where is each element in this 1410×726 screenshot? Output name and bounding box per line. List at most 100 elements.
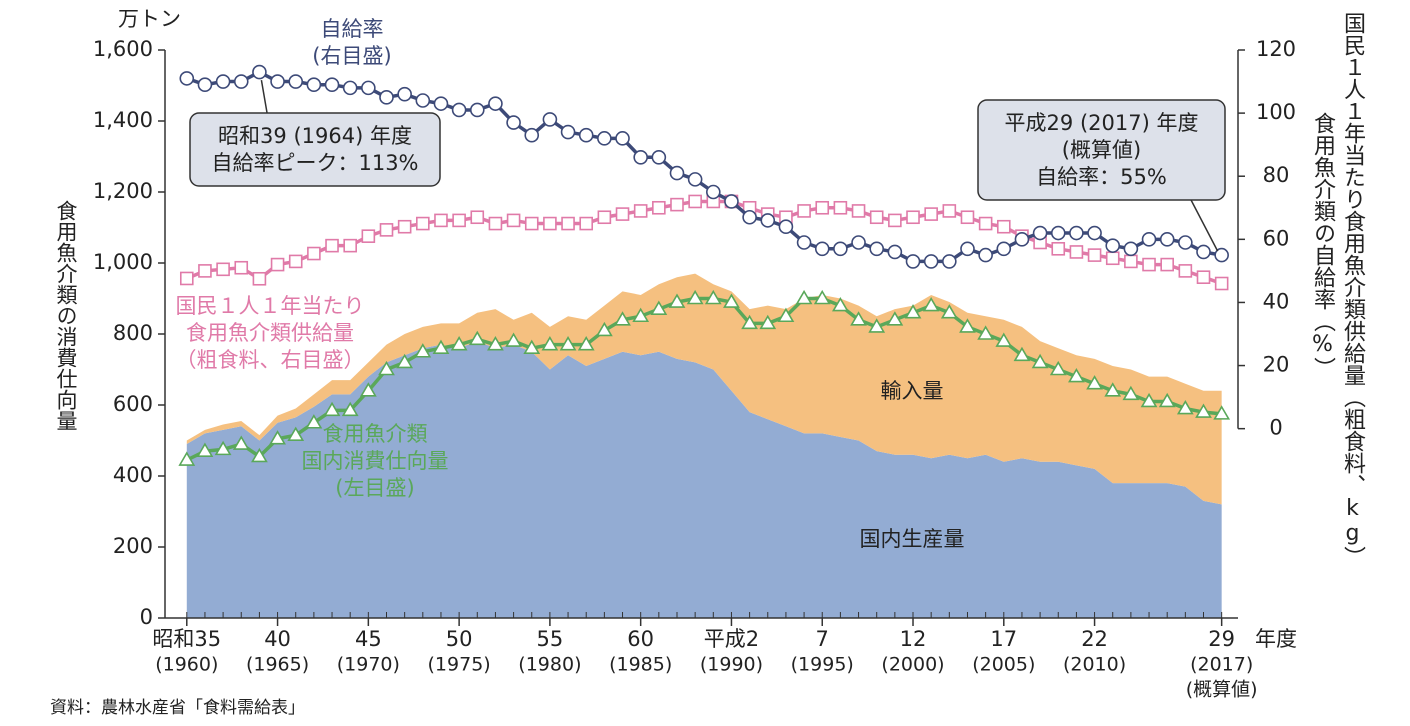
- x-tick-label: (1995): [791, 654, 854, 676]
- marker: [922, 297, 940, 312]
- marker: [960, 210, 975, 225]
- marker: [252, 64, 267, 80]
- x-tick-label: (1975): [428, 654, 491, 676]
- callout-text: 平成29 (2017) 年度: [1005, 111, 1199, 135]
- marker: [940, 304, 958, 319]
- marker: [1195, 403, 1212, 418]
- marker: [216, 262, 230, 277]
- marker: [850, 311, 867, 326]
- marker: [233, 74, 249, 89]
- y2-tick-label: 120: [1256, 37, 1296, 61]
- marker: [469, 102, 485, 118]
- marker: [361, 229, 376, 243]
- marker: [1159, 232, 1175, 247]
- marker: [232, 435, 250, 450]
- marker: [342, 80, 358, 96]
- x-tick-label: 平成2: [704, 627, 759, 651]
- marker: [270, 257, 285, 272]
- marker: [869, 241, 885, 257]
- x-tick-label: (1985): [609, 654, 672, 676]
- marker: [415, 93, 431, 108]
- marker: [1105, 251, 1120, 266]
- marker: [1214, 247, 1229, 263]
- marker: [397, 219, 412, 234]
- x-tick-label: (概算値): [1186, 679, 1258, 701]
- callout-text: 自給率：55%: [1036, 165, 1167, 189]
- marker: [1158, 392, 1176, 408]
- marker: [1086, 375, 1103, 390]
- marker: [652, 200, 666, 215]
- y-tick-label: 1,000: [93, 250, 153, 274]
- marker: [1124, 254, 1138, 269]
- marker: [506, 115, 521, 130]
- marker: [795, 289, 813, 305]
- y-tick-label: 600: [113, 392, 153, 416]
- marker: [814, 241, 830, 257]
- marker: [1213, 405, 1231, 420]
- marker: [723, 293, 740, 308]
- callout-text: 昭和39 (1964) 年度: [218, 124, 412, 148]
- marker: [270, 74, 285, 89]
- marker: [995, 332, 1013, 347]
- marker: [831, 297, 849, 312]
- marker: [1141, 232, 1157, 247]
- marker: [1178, 264, 1193, 278]
- marker: [341, 401, 359, 417]
- marker: [561, 216, 575, 231]
- marker: [543, 216, 557, 231]
- marker: [633, 149, 648, 165]
- callout-box: [977, 99, 1226, 201]
- marker: [777, 307, 795, 323]
- callout-pointer: [260, 79, 269, 116]
- marker: [178, 451, 196, 466]
- marker: [1196, 244, 1211, 260]
- marker: [524, 127, 540, 143]
- marker: [269, 430, 286, 445]
- marker: [942, 204, 957, 218]
- x-tick-label: 50: [446, 627, 473, 651]
- marker: [452, 213, 466, 228]
- marker: [868, 318, 886, 333]
- marker: [1069, 225, 1084, 241]
- marker: [669, 165, 685, 181]
- x-tick-label: (1970): [337, 654, 400, 676]
- callout-text: (概算値): [1062, 138, 1141, 162]
- marker: [1140, 392, 1158, 408]
- marker: [433, 96, 449, 111]
- marker: [888, 213, 902, 228]
- marker: [688, 194, 702, 209]
- marker: [724, 194, 739, 209]
- marker: [287, 426, 305, 441]
- y2-axis-label: 食用魚介類の自給率（%）: [1310, 112, 1336, 379]
- x-tick-label: (1965): [246, 654, 309, 676]
- marker: [488, 216, 503, 231]
- marker: [886, 311, 904, 326]
- x-tick-label: 60: [627, 627, 654, 651]
- x-tick-label: (2000): [881, 654, 944, 676]
- marker: [305, 414, 323, 429]
- area: [186, 341, 1222, 618]
- series-label: 食用魚介類供給量: [186, 321, 354, 345]
- marker: [905, 254, 921, 269]
- marker: [1032, 225, 1048, 241]
- marker: [542, 112, 558, 127]
- marker: [541, 336, 559, 351]
- marker: [960, 241, 975, 257]
- series-label: (右目盛): [312, 44, 391, 68]
- y-tick-label: 0: [140, 605, 153, 629]
- marker: [686, 289, 704, 305]
- y2-tick-label: 40: [1263, 289, 1290, 313]
- marker: [978, 247, 993, 263]
- marker: [633, 204, 648, 218]
- x-tick-label: (2005): [972, 654, 1035, 676]
- series-label: 国内消費仕向量: [302, 449, 449, 473]
- marker: [904, 304, 922, 319]
- x-tick-label: 40: [264, 627, 291, 651]
- marker: [378, 360, 395, 376]
- y2-tick-label: 80: [1263, 163, 1290, 187]
- marker: [1069, 245, 1084, 259]
- x-tick-label: 22: [1081, 627, 1108, 651]
- x-tick-label: 17: [990, 627, 1017, 651]
- marker: [450, 336, 468, 351]
